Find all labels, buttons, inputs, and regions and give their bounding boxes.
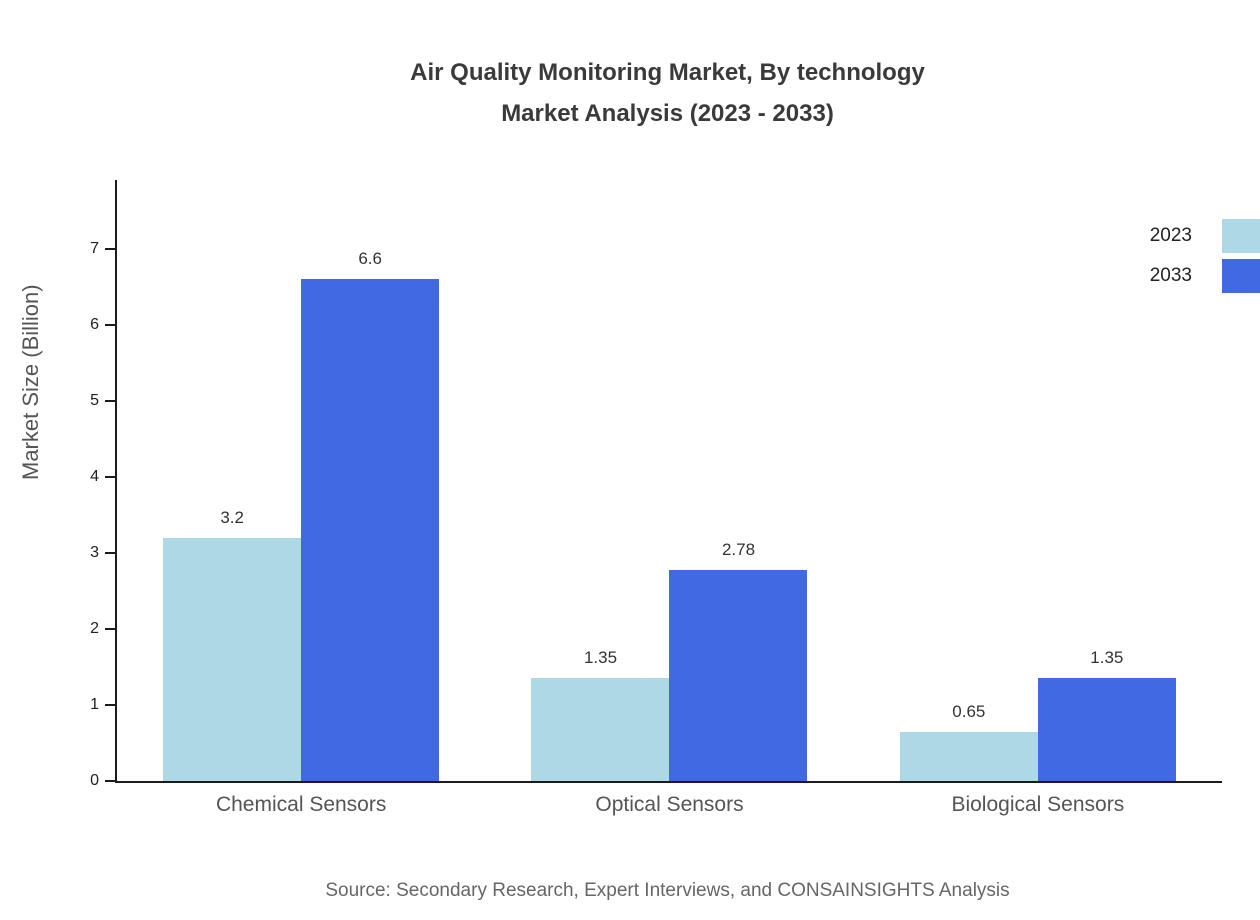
bar-pair-chemical-sensors: 3.2 6.6 (163, 249, 440, 781)
legend: 2023 2033 (1150, 218, 1260, 294)
y-axis-label: Market Size (Billion) (18, 284, 43, 480)
y-tick-label-6: 6 (90, 316, 99, 333)
y-tick-mark-0 (105, 780, 115, 782)
bar-fill-2033-optical-sensors (669, 569, 808, 781)
bar-2033-optical-sensors: 2.78 (669, 540, 808, 781)
y-tick-mark-2 (105, 628, 115, 630)
legend-swatch-2033 (1222, 259, 1260, 293)
bar-group-chemical-sensors: 3.2 6.6 Chemical Sensors (117, 180, 485, 816)
bar-fill-2023-chemical-sensors (163, 537, 302, 781)
bar-2033-chemical-sensors: 6.6 (301, 249, 440, 781)
bar-2023-biological-sensors: 0.65 (899, 702, 1038, 781)
y-tick-label-7: 7 (90, 240, 99, 257)
x-category-label-optical-sensors: Optical Sensors (595, 793, 744, 816)
y-tick-label-0: 0 (90, 772, 99, 789)
chart-title: Air Quality Monitoring Market, By techno… (115, 52, 1220, 134)
y-tick-label-5: 5 (90, 392, 99, 409)
bar-fill-2023-optical-sensors (531, 678, 670, 781)
bar-group-optical-sensors: 1.35 2.78 Optical Sensors (485, 180, 853, 816)
bar-value-label-2023-optical-sensors: 1.35 (583, 648, 618, 668)
legend-label-2033: 2033 (1149, 265, 1192, 286)
bar-fill-2023-biological-sensors (899, 731, 1038, 781)
legend-label-2023: 2023 (1149, 225, 1192, 246)
y-tick-label-1: 1 (90, 696, 99, 713)
y-tick-label-4: 4 (90, 468, 99, 485)
bar-value-label-2023-chemical-sensors: 3.2 (220, 507, 244, 527)
y-tick-mark-6 (105, 324, 115, 326)
y-tick-mark-3 (105, 552, 115, 554)
bar-2023-optical-sensors: 1.35 (531, 648, 670, 781)
x-category-label-biological-sensors: Biological Sensors (951, 793, 1125, 816)
bar-2033-biological-sensors: 1.35 (1037, 648, 1176, 781)
legend-swatch-2023 (1222, 219, 1260, 253)
bar-fill-2033-chemical-sensors (301, 279, 440, 781)
source-text: Source: Secondary Research, Expert Inter… (325, 880, 1010, 901)
y-tick-mark-4 (105, 476, 115, 478)
bar-value-label-2033-optical-sensors: 2.78 (721, 539, 756, 559)
chart-title-line1: Air Quality Monitoring Market, By techno… (410, 59, 925, 86)
bar-2023-chemical-sensors: 3.2 (163, 508, 302, 781)
y-tick-mark-5 (105, 400, 115, 402)
y-tick-mark-7 (105, 248, 115, 250)
bar-fill-2033-biological-sensors (1037, 678, 1176, 781)
x-category-label-chemical-sensors: Chemical Sensors (215, 793, 387, 816)
y-tick-label-2: 2 (90, 620, 99, 637)
bar-groups: 3.2 6.6 Chemical Sensors 1.35 2.78 Optical Se… (117, 180, 1222, 816)
plot-area: 0 1 2 3 4 5 6 7 3.2 6.6 Chemical Sensors 1.35 2.78 O… (90, 180, 1222, 816)
bar-group-biological-sensors: 0.65 1.35 Biological Sensors (854, 180, 1222, 816)
bar-pair-optical-sensors: 1.35 2.78 (531, 540, 808, 781)
legend-entry-2033: 2033 (1150, 258, 1260, 294)
y-tick-mark-1 (105, 704, 115, 706)
chart-title-line2: Market Analysis (2023 - 2033) (501, 100, 834, 127)
y-tick-label-3: 3 (90, 544, 99, 561)
bar-value-label-2023-biological-sensors: 0.65 (952, 701, 986, 721)
bar-value-label-2033-chemical-sensors: 6.6 (358, 249, 382, 269)
bar-pair-biological-sensors: 0.65 1.35 (899, 648, 1176, 781)
bar-value-label-2033-biological-sensors: 1.35 (1090, 648, 1124, 668)
legend-entry-2023: 2023 (1150, 218, 1260, 254)
